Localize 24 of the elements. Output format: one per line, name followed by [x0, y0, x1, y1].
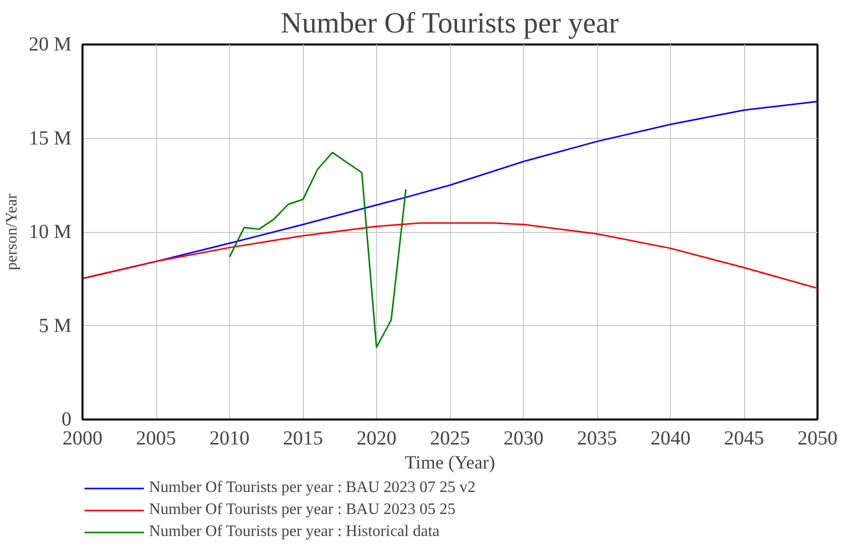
legend-label: Number Of Tourists per year : BAU 2023 05 25 — [149, 500, 456, 520]
y-tick-label: 0 — [62, 408, 72, 430]
x-tick-label: 2000 — [62, 428, 102, 450]
y-tick-label: 5 M — [38, 314, 72, 337]
x-tick-label: 2020 — [356, 428, 396, 450]
y-axis-title: person/Year — [4, 193, 21, 270]
y-tick-label: 15 M — [28, 127, 72, 150]
y-tick-label: 10 M — [28, 221, 72, 243]
x-tick-label: 2040 — [650, 428, 690, 450]
x-tick-label: 2045 — [724, 428, 764, 450]
x-tick-label: 2035 — [577, 428, 617, 450]
x-tick-label: 2005 — [136, 428, 176, 450]
line-series — [82, 222, 818, 289]
y-tick-label: 20 M — [28, 34, 72, 56]
chart-title: Number Of Tourists per year — [280, 8, 619, 40]
x-axis-title: Time (Year) — [404, 452, 496, 474]
x-tick-label: 2025 — [430, 428, 470, 450]
x-tick-label: 2050 — [798, 428, 838, 450]
x-tick-label: 2010 — [210, 428, 250, 450]
legend-label: Number Of Tourists per year : Historical data — [149, 522, 440, 542]
line-series — [228, 152, 407, 348]
x-tick-label: 2030 — [504, 428, 544, 450]
legend-label: Number Of Tourists per year : BAU 2023 07 25 v2 — [149, 478, 476, 498]
x-tick-label: 2015 — [283, 428, 323, 450]
